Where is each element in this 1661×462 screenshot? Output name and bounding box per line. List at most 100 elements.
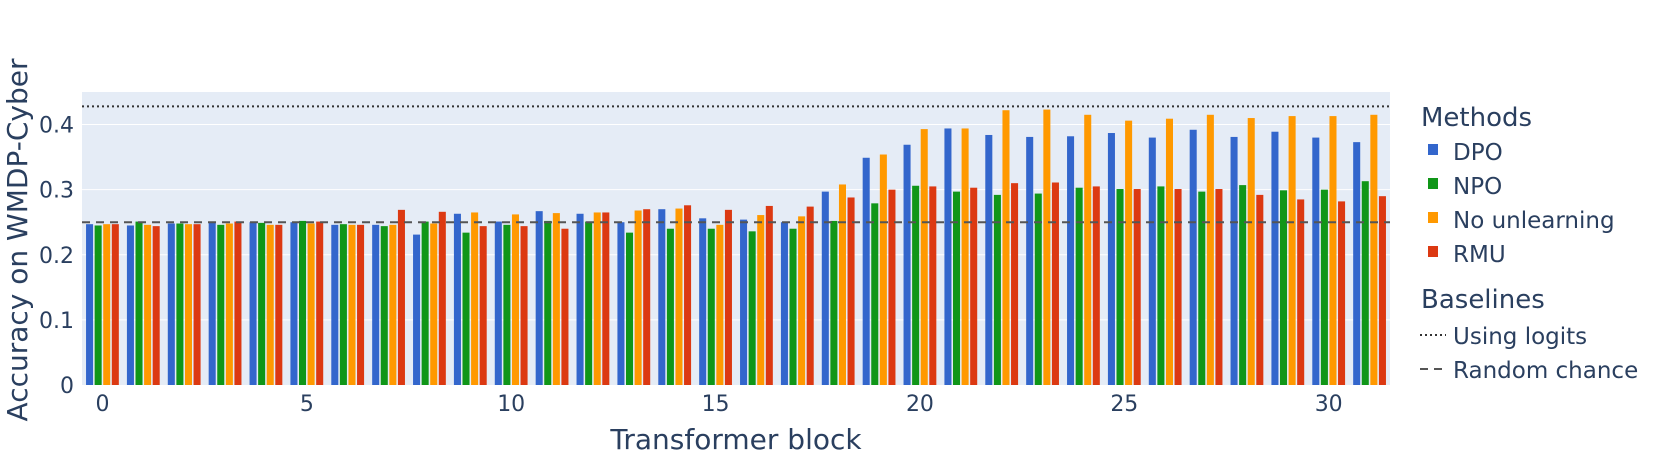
bar-npo: [94, 225, 102, 385]
bar-rmu: [765, 205, 773, 385]
bar-no-unlearning: [103, 224, 111, 385]
bar-dpo: [821, 191, 829, 385]
bar-dpo: [1067, 136, 1075, 385]
bar-rmu: [684, 205, 692, 385]
x-tick-label: 0: [95, 392, 109, 417]
bar-no-unlearning: [1329, 116, 1337, 385]
bar-dpo: [167, 223, 175, 385]
legend: Methods DPO NPO No unlearning RMU Baseli…: [1420, 103, 1638, 384]
bar-npo: [1198, 191, 1206, 385]
bar-rmu: [1174, 189, 1182, 385]
bar-rmu: [602, 212, 610, 385]
bar-npo: [1034, 193, 1042, 385]
legend-label-npo: NPO: [1453, 174, 1502, 200]
bar-dpo: [903, 144, 911, 385]
y-axis-title: Accuracy on WMDP-Cyber: [1, 58, 34, 421]
y-tick-label: 0.2: [39, 244, 74, 269]
bar-no-unlearning: [593, 212, 601, 385]
bar-rmu: [1378, 196, 1386, 385]
bar-dpo: [1189, 129, 1197, 385]
bar-no-unlearning: [266, 224, 274, 385]
bar-rmu: [724, 209, 732, 385]
bar-npo: [1280, 190, 1288, 385]
bar-no-unlearning: [961, 128, 969, 385]
bar-no-unlearning: [838, 184, 846, 385]
bar-dpo: [1312, 137, 1320, 385]
x-tick-label: 25: [1110, 392, 1138, 417]
legend-swatch-dpo: [1428, 144, 1438, 155]
bar-npo: [1239, 185, 1247, 385]
legend-label-dpo: DPO: [1453, 140, 1503, 166]
bar-dpo: [494, 221, 502, 385]
bar-rmu: [479, 226, 487, 385]
bar-no-unlearning: [471, 212, 479, 385]
legend-swatch-no-unlearning: [1428, 212, 1438, 223]
y-tick-label: 0.4: [39, 114, 74, 139]
legend-title-methods: Methods: [1421, 103, 1532, 133]
x-tick-label: 30: [1315, 392, 1343, 417]
legend-label-random-chance: Random chance: [1453, 358, 1638, 384]
bar-no-unlearning: [348, 224, 356, 385]
bar-npo: [421, 221, 429, 385]
bar-rmu: [397, 209, 405, 385]
bars-group: [86, 109, 1386, 386]
bar-no-unlearning: [307, 223, 315, 385]
bar-npo: [462, 232, 470, 385]
bar-npo: [993, 194, 1001, 385]
bar-no-unlearning: [675, 208, 683, 385]
bar-npo: [135, 221, 143, 385]
bar-rmu: [357, 224, 365, 385]
bar-npo: [1075, 187, 1083, 385]
bar-no-unlearning: [1370, 114, 1378, 385]
bar-dpo: [862, 157, 870, 385]
bar-no-unlearning: [1206, 114, 1214, 385]
bar-npo: [1157, 186, 1165, 385]
bar-rmu: [438, 211, 446, 385]
bar-dpo: [985, 134, 993, 385]
bar-dpo: [413, 234, 421, 385]
bar-rmu: [970, 187, 978, 385]
bar-dpo: [1353, 142, 1361, 385]
bar-dpo: [249, 222, 257, 385]
bar-rmu: [1092, 186, 1100, 385]
bar-npo: [217, 224, 225, 385]
y-tick-label: 0.3: [39, 179, 74, 204]
bar-dpo: [453, 213, 461, 385]
legend-swatch-npo: [1428, 178, 1438, 189]
bar-dpo: [780, 222, 788, 385]
bar-rmu: [520, 226, 528, 385]
bar-rmu: [1011, 183, 1019, 385]
bar-dpo: [208, 222, 216, 385]
bar-npo: [544, 220, 552, 385]
bar-dpo: [1107, 133, 1115, 385]
x-tick-label: 10: [497, 392, 525, 417]
bar-rmu: [1215, 189, 1223, 385]
y-axis-ticks: 0 0.1 0.2 0.3 0.4: [39, 114, 74, 399]
bar-no-unlearning: [1247, 118, 1255, 385]
y-tick-label: 0: [60, 374, 74, 399]
bar-no-unlearning: [1125, 120, 1133, 386]
bar-npo: [912, 185, 920, 385]
bar-npo: [666, 228, 674, 385]
bar-no-unlearning: [634, 210, 642, 385]
bar-dpo: [126, 225, 134, 385]
bar-dpo: [617, 222, 625, 385]
bar-npo: [1361, 181, 1369, 385]
bar-rmu: [275, 224, 283, 385]
legend-swatch-rmu: [1428, 246, 1438, 257]
bar-dpo: [331, 224, 339, 385]
bar-rmu: [561, 228, 569, 385]
bar-no-unlearning: [716, 224, 724, 385]
legend-label-rmu: RMU: [1453, 242, 1506, 268]
bar-no-unlearning: [430, 223, 438, 385]
bar-dpo: [1148, 137, 1156, 385]
bar-npo: [748, 231, 756, 385]
bar-npo: [789, 228, 797, 385]
bar-rmu: [111, 224, 119, 385]
bar-no-unlearning: [1002, 110, 1010, 385]
bar-no-unlearning: [1288, 116, 1296, 385]
bar-npo: [339, 224, 347, 385]
bar-no-unlearning: [798, 216, 806, 385]
bar-no-unlearning: [552, 213, 560, 385]
